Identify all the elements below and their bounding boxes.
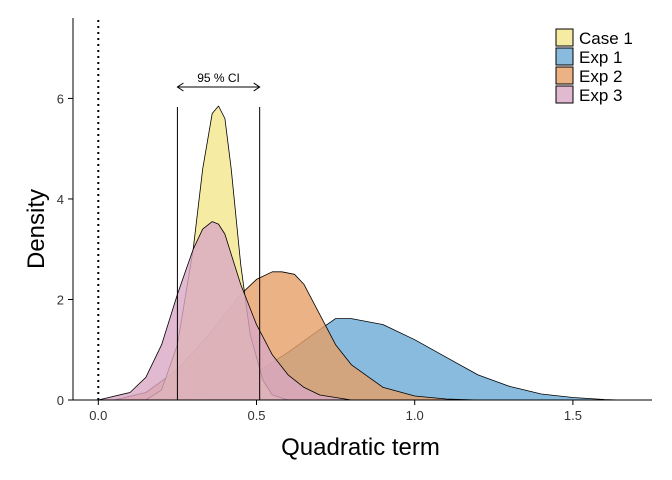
- y-axis-label: Density: [23, 189, 50, 269]
- x-tick-label: 0.5: [247, 408, 265, 423]
- y-tick-label: 6: [57, 91, 64, 106]
- y-tick-label: 4: [57, 192, 64, 207]
- x-tick-label: 0.0: [89, 408, 107, 423]
- legend-label-exp-2: Exp 2: [579, 67, 622, 86]
- y-tick-label: 2: [57, 292, 64, 307]
- legend-swatch-exp-3: [555, 85, 574, 104]
- x-tick-label: 1.0: [406, 408, 424, 423]
- legend-swatch-exp-2: [555, 66, 574, 85]
- axes: 0.0 0.5 1.0 1.5 0 2 4 6: [57, 18, 652, 423]
- density-area-exp-3: [97, 221, 352, 401]
- legend-label-exp-1: Exp 1: [579, 48, 622, 67]
- ci-arrow-right-head: [253, 82, 261, 92]
- density-areas: [97, 105, 621, 401]
- ci-label: 95 % CI: [197, 71, 240, 85]
- x-axis-label: Quadratic term: [281, 434, 440, 461]
- ci-arrow-left-head: [176, 82, 184, 92]
- legend-swatch-case-1: [555, 28, 574, 47]
- x-tick-label: 1.5: [564, 408, 582, 423]
- confidence-interval: 95 % CI: [176, 71, 261, 400]
- legend-label-case-1: Case 1: [579, 29, 633, 48]
- legend-label-exp-3: Exp 3: [579, 86, 622, 105]
- legend-swatch-exp-1: [555, 47, 574, 66]
- y-tick-label: 0: [57, 393, 64, 408]
